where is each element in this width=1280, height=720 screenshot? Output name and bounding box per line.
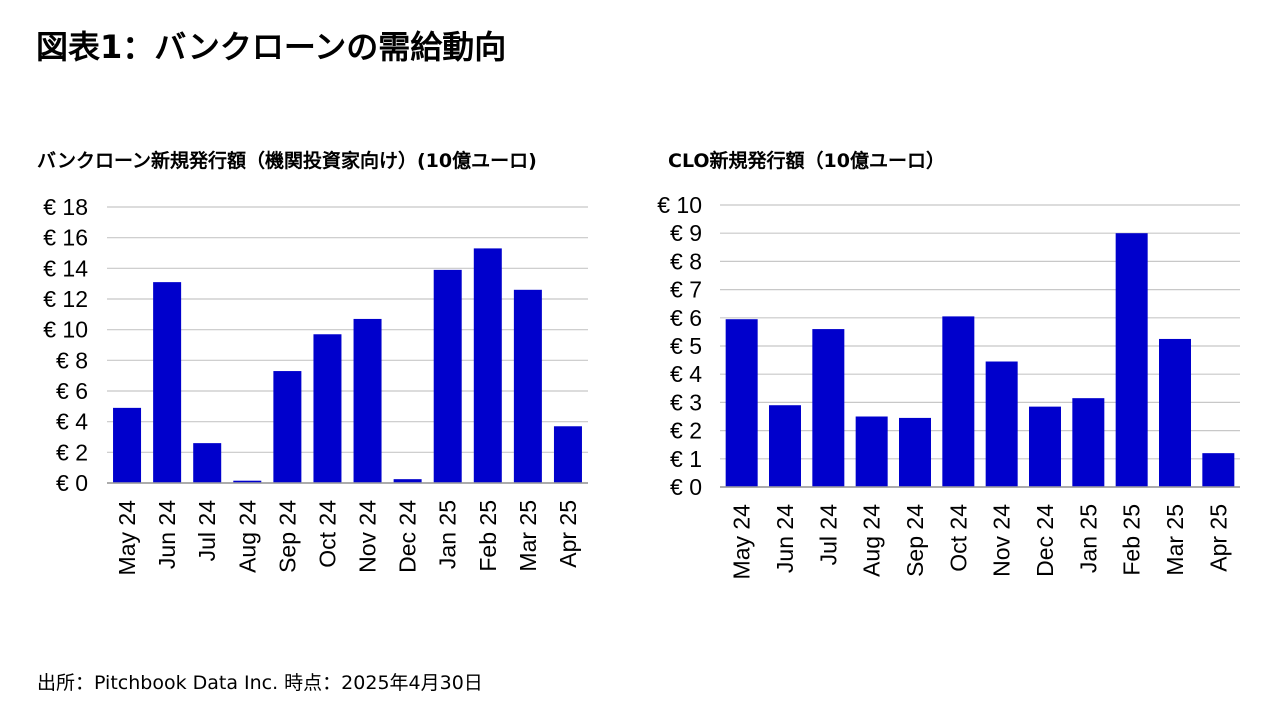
clo-x-tick-label: Mar 25 [1162,504,1188,576]
bank-loan-x-tick-label: Jan 25 [435,500,461,569]
bank-loan-x-tick-label: Nov 24 [355,500,381,573]
clo-bar [1159,338,1191,487]
bank-loan-bar [513,289,542,483]
bank-loan-y-tick-label: € 10 [43,317,88,343]
bank-loan-x-tick-label: Dec 24 [395,500,421,573]
clo-y-tick-label: € 9 [670,220,702,246]
bank-loan-bar [273,371,302,483]
clo-bar [812,329,845,487]
clo-x-tick-label: Jun 24 [772,504,798,573]
bank-loan-bar [353,318,382,483]
clo-bar [725,319,758,487]
clo-bar [1029,406,1061,487]
source-note: 出所：Pitchbook Data Inc. 時点：2025年4月30日 [37,672,483,694]
clo-bar [985,361,1018,487]
clo-chart-title: CLO新規発行額（10億ユーロ） [668,150,945,172]
bank-loan-bar [193,443,222,483]
clo-y-tick-label: € 6 [670,305,702,331]
clo-y-tick-label: € 7 [670,277,702,303]
bank-loan-x-tick-label: Jun 24 [154,500,180,569]
clo-bar [942,316,975,487]
clo-bar [1072,398,1105,487]
bank-loan-y-tick-label: € 8 [56,347,88,373]
bank-loan-x-tick-label: Sep 24 [274,500,300,573]
bank-loan-bar [153,282,182,483]
clo-y-tick-label: € 4 [670,361,702,387]
clo-x-tick-label: Dec 24 [1032,504,1058,577]
clo-x-tick-label: May 24 [729,504,755,580]
bank-loan-y-tick-label: € 2 [56,439,88,465]
bank-loan-y-tick-label: € 4 [56,409,88,435]
clo-x-tick-label: Feb 25 [1119,504,1145,576]
clo-bar [1115,233,1148,487]
bank-loan-y-tick-label: € 18 [43,194,88,220]
bank-loan-bar [113,407,142,483]
clo-bar [899,417,931,487]
clo-x-tick-label: Nov 24 [989,504,1015,577]
clo-y-tick-label: € 5 [670,333,702,359]
bank-loan-bar [393,479,422,483]
clo-bar [769,405,801,487]
bank-loan-issuance-chart: € 0 € 2 € 4 € 6 € 8 € 10 € 12 € 14 € 16 € 18 May 2… [43,194,588,576]
bank-loan-x-tick-label: Jul 24 [194,500,220,562]
bank-loan-x-tick-label: Aug 24 [234,500,260,573]
clo-x-tick-label: Jan 25 [1075,504,1101,573]
bank-loan-bar [553,426,582,483]
bank-loan-bar [473,248,502,483]
clo-x-tick-label: Jul 24 [815,504,841,566]
clo-y-tick-label: € 1 [670,446,702,472]
clo-bar [1202,453,1235,487]
clo-issuance-chart: € 0€ 1€ 2 € 3€ 4€ 5€ 6€ 7 € 8€ 9€ 10 May 24… [657,192,1240,580]
bank-loan-bar [313,334,342,483]
clo-y-tick-label: € 10 [657,192,702,218]
bank-loan-y-tick-label: € 12 [43,286,88,312]
bank-loan-bar [233,480,262,483]
clo-x-tick-label: Apr 25 [1205,504,1231,572]
clo-y-tick-label: € 3 [670,389,702,415]
bank-loan-y-tick-label: € 14 [43,255,88,281]
clo-x-tick-label: Oct 24 [945,504,971,572]
clo-x-tick-label: Sep 24 [902,504,928,577]
clo-x-tick-label: Aug 24 [859,504,885,577]
bank-loan-y-tick-label: € 0 [56,470,88,496]
bank-loan-chart-title: バンクローン新規発行額（機関投資家向け）(10億ユーロ) [37,150,537,172]
bank-loan-x-tick-label: Apr 25 [555,500,581,568]
page-title: 図表1：バンクローンの需給動向 [36,28,507,66]
bank-loan-y-tick-label: € 16 [43,225,88,251]
clo-y-tick-label: € 0 [670,474,702,500]
clo-y-tick-label: € 2 [670,418,702,444]
bank-loan-y-tick-label: € 6 [56,378,88,404]
bank-loan-x-tick-label: Mar 25 [515,500,541,572]
bank-loan-x-tick-label: Feb 25 [475,500,501,572]
bank-loan-x-tick-label: May 24 [114,500,140,576]
clo-y-tick-label: € 8 [670,248,702,274]
bank-loan-bar [433,269,462,483]
clo-bar [855,416,888,487]
bank-loan-x-tick-label: Oct 24 [314,500,340,568]
